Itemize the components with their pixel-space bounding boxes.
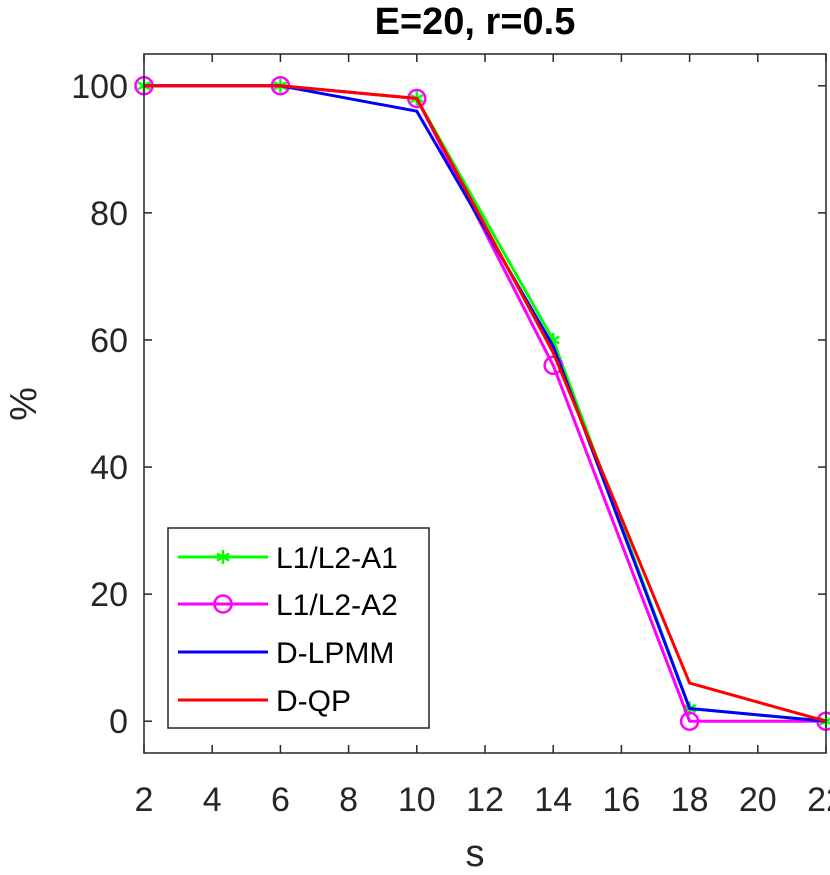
x-tick-label: 18 [671, 781, 709, 819]
y-tick-label: 20 [90, 576, 128, 614]
legend-label: D-LPMM [276, 637, 394, 670]
series-d-qp [144, 84, 827, 723]
x-tick-label: 16 [602, 781, 640, 819]
y-tick-label: 80 [90, 195, 128, 233]
data-point-l1-l2-a2 [679, 711, 700, 731]
y-tick-label: 100 [71, 68, 128, 106]
x-axis-label: s [466, 833, 485, 875]
x-tick-label: 4 [203, 781, 222, 819]
asterisk-stroke [216, 552, 230, 562]
series-layer [134, 76, 830, 731]
legend-item-l1-l2-a1: L1/L2-A1 [178, 542, 398, 575]
legend-label: L1/L2-A1 [276, 542, 398, 575]
x-tick-label: 22 [807, 781, 830, 819]
x-tick-label: 6 [271, 781, 290, 819]
x-tick-label: 2 [135, 781, 154, 819]
series-line-d-qp [144, 84, 827, 723]
x-tick-label: 10 [398, 781, 436, 819]
legend-box [167, 527, 430, 729]
legend-items: L1/L2-A1 L1/L2-A2 D-LPMM D-QP [178, 542, 398, 718]
legend-label: D-QP [276, 685, 351, 718]
legend-item-l1-l2-a2: L1/L2-A2 [178, 589, 398, 622]
legend-item-d-qp: D-QP [178, 685, 351, 718]
plot-frame [143, 53, 827, 754]
x-tick-label: 8 [339, 781, 358, 819]
axis-ticks: 2 4 6 8 10 12 14 16 18 20 22 0 20 40 60 80 100 [71, 54, 830, 819]
legend-marker [213, 594, 233, 614]
y-tick-label: 60 [90, 322, 128, 360]
x-tick-label: 12 [466, 781, 504, 819]
y-tick-label: 0 [109, 703, 128, 741]
chart-title: E=20, r=0.5 [375, 1, 576, 43]
legend-marker [216, 550, 230, 564]
x-tick-label: 14 [534, 781, 572, 819]
x-tick-label: 20 [739, 781, 777, 819]
y-tick-label: 40 [90, 449, 128, 487]
y-axis-label: % [3, 387, 45, 421]
legend-item-d-lpmm: D-LPMM [178, 637, 394, 670]
legend: L1/L2-A1 L1/L2-A2 D-LPMM D-QP [167, 527, 430, 729]
legend-label: L1/L2-A2 [276, 589, 398, 622]
